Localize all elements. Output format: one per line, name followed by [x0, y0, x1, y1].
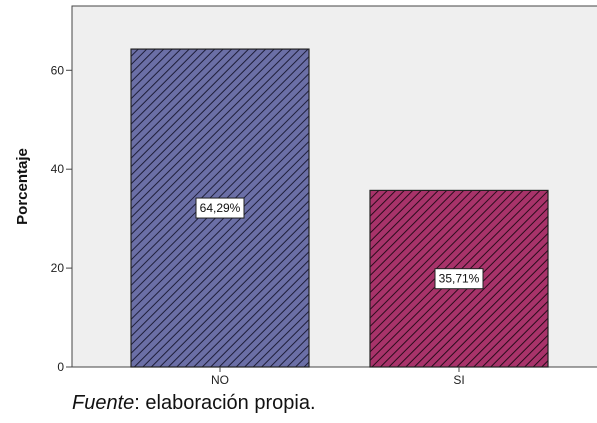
y-axis-label: Porcentaje: [14, 148, 31, 225]
y-tick-label: 0: [57, 360, 64, 374]
data-label-box: [434, 268, 484, 290]
data-label-box: [195, 197, 245, 219]
data-label: 64,29%: [200, 201, 241, 215]
data-label: 35,71%: [439, 272, 480, 286]
source-label: Fuente: [72, 392, 135, 414]
y-tick-label: 40: [51, 162, 65, 176]
source-note: Fuente: elaboración propia.: [72, 392, 316, 415]
x-tick-label: NO: [211, 373, 229, 387]
y-tick-label: 20: [51, 261, 65, 275]
x-axis: NO SI: [211, 367, 465, 387]
bars: 64,29% 35,71%: [130, 48, 549, 368]
x-tick-label: SI: [453, 373, 464, 387]
source-text: : elaboración propia.: [134, 392, 316, 414]
y-tick-label: 60: [51, 63, 65, 77]
y-axis: 0 20 40 60: [51, 63, 72, 374]
